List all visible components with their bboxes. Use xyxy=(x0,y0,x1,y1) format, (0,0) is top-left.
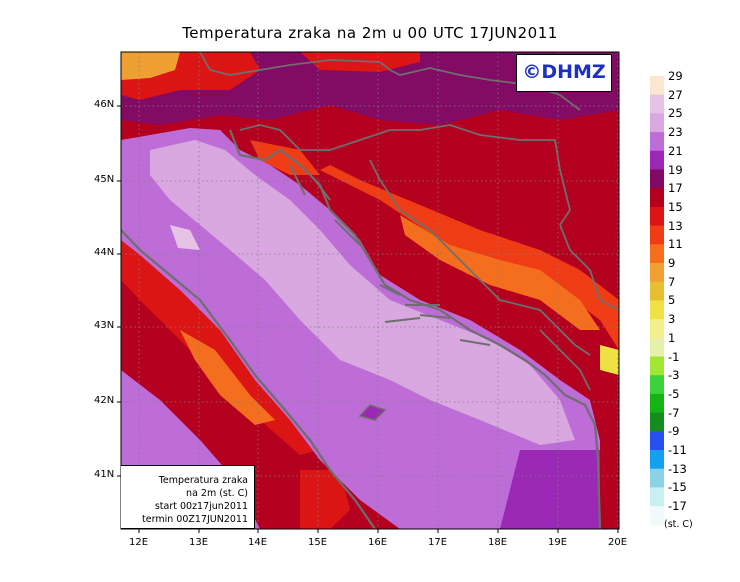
lon-label: 13E xyxy=(189,537,209,548)
colorbar-swatch xyxy=(650,113,664,133)
info-line-1: Temperatura zraka xyxy=(158,475,248,486)
colorbar-swatch xyxy=(650,393,664,414)
colorbar-label: 7 xyxy=(668,274,676,289)
colorbar-swatch xyxy=(650,132,664,152)
colorbar-swatch xyxy=(650,225,664,245)
lon-label: 17E xyxy=(428,537,448,548)
lat-label: 43N xyxy=(94,320,115,331)
colorbar-label: 5 xyxy=(668,293,676,308)
colorbar-label: -15 xyxy=(668,480,687,495)
axis-ticks xyxy=(117,105,619,533)
colorbar-swatch xyxy=(650,337,664,357)
colorbar-label: -9 xyxy=(668,424,680,439)
colorbar-swatch xyxy=(650,206,664,227)
colorbar-swatch xyxy=(650,431,664,451)
dhmz-logo: ©DHMZ xyxy=(516,54,612,92)
colorbar-label: -11 xyxy=(668,443,687,457)
lon-label: 20E xyxy=(608,537,628,548)
colorbar-swatch xyxy=(650,375,664,395)
colorbar-swatch xyxy=(650,356,664,376)
colorbar-label: -13 xyxy=(668,461,687,476)
info-line-2: na 2m (st. C) xyxy=(186,488,248,499)
lat-label: 42N xyxy=(94,395,115,406)
colorbar-label: -17 xyxy=(668,499,687,514)
colorbar-label: -3 xyxy=(668,368,680,383)
colorbar-swatch xyxy=(650,300,664,320)
lon-label: 14E xyxy=(248,537,268,548)
colorbar-swatch xyxy=(650,169,664,189)
colorbar-swatch xyxy=(650,263,664,283)
colorbar-label: 23 xyxy=(668,125,683,140)
lat-label: 45N xyxy=(94,174,115,185)
info-box: Temperatura zraka na 2m (st. C) start 00… xyxy=(121,465,255,529)
colorbar-label: 29 xyxy=(668,69,683,83)
lat-label: 46N xyxy=(94,99,115,110)
map-title: Temperatura zraka na 2m u 00 UTC 17JUN20… xyxy=(182,24,558,42)
colorbar-swatch xyxy=(650,450,664,470)
lat-label: 41N xyxy=(94,469,115,480)
colorbar-label: 9 xyxy=(668,256,676,270)
colorbar-swatch xyxy=(650,76,664,96)
colorbar-label: 27 xyxy=(668,87,683,102)
lon-label: 18E xyxy=(488,537,508,548)
colorbar-swatch xyxy=(650,150,664,170)
colorbar-label: 3 xyxy=(668,312,676,327)
info-line-4: termin 00Z17JUN2011 xyxy=(142,514,248,525)
lon-label: 15E xyxy=(308,537,328,548)
lon-label: 19E xyxy=(548,537,568,548)
lat-label: 44N xyxy=(94,247,115,258)
info-line-3: start 00z17jun2011 xyxy=(154,501,248,512)
colorbar-label: 25 xyxy=(668,106,683,121)
map-frame xyxy=(120,51,620,530)
colorbar-swatch xyxy=(650,94,664,114)
colorbar-label: 1 xyxy=(668,330,676,345)
colorbar xyxy=(650,76,664,526)
colorbar-label: 15 xyxy=(668,199,683,214)
lon-label: 12E xyxy=(129,537,149,548)
colorbar-label: 17 xyxy=(668,181,683,196)
colorbar-label: 21 xyxy=(668,143,683,158)
colorbar-swatch xyxy=(650,412,664,432)
colorbar-label: -7 xyxy=(668,405,680,420)
colorbar-swatch xyxy=(650,487,664,507)
colorbar-swatch xyxy=(650,468,664,488)
colorbar-unit: (st. C) xyxy=(664,519,693,530)
colorbar-swatch xyxy=(650,319,664,339)
colorbar-label: -5 xyxy=(668,386,680,401)
colorbar-label: 11 xyxy=(668,237,683,252)
lon-label: 16E xyxy=(368,537,388,548)
colorbar-swatch xyxy=(650,244,664,264)
graticule xyxy=(121,52,619,529)
colorbar-label: 19 xyxy=(668,162,683,177)
colorbar-swatch xyxy=(650,281,664,301)
colorbar-label: -1 xyxy=(668,349,680,364)
colorbar-label: 13 xyxy=(668,218,683,233)
colorbar-swatch xyxy=(650,506,664,526)
colorbar-swatch xyxy=(650,188,664,208)
